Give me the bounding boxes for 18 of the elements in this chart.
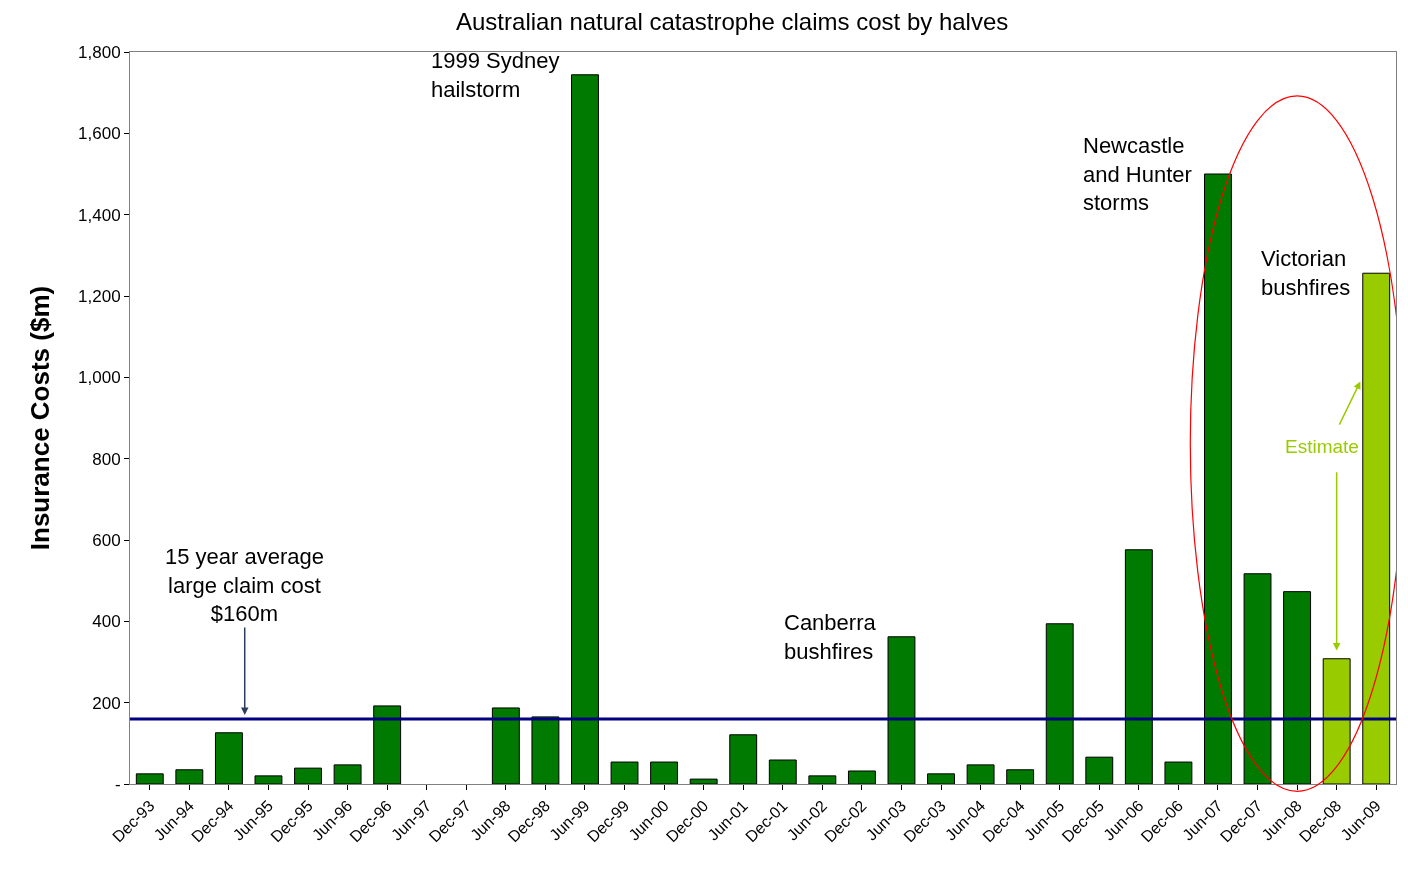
annotation: Newcastle and Hunter storms (1083, 133, 1192, 216)
y-tick-label: 1,400 (78, 205, 121, 225)
chart-title: Australian natural catastrophe claims cost by halves (456, 7, 1009, 35)
annotation: 1999 Sydney hailstorm (431, 48, 560, 102)
y-axis-title: Insurance Costs ($m) (25, 285, 56, 551)
annotation: Estimate (1285, 436, 1359, 457)
y-tick-label: 1,800 (78, 42, 121, 62)
y-tick-label: 1,200 (78, 286, 121, 306)
annotation: Canberra bushfires (784, 610, 877, 664)
y-tick-label: 600 (92, 530, 121, 550)
y-tick-label: 200 (92, 693, 121, 713)
y-tick-label: 800 (92, 449, 121, 469)
y-tick-label: 1,000 (78, 368, 121, 388)
y-tick-label: 400 (92, 612, 121, 632)
y-tick-label: 1,600 (78, 124, 121, 144)
annotation: Victorian bushfires (1261, 246, 1351, 300)
ref-line-label: 15 year average large claim cost $160m (165, 544, 324, 627)
y-tick-label: - (114, 774, 121, 794)
